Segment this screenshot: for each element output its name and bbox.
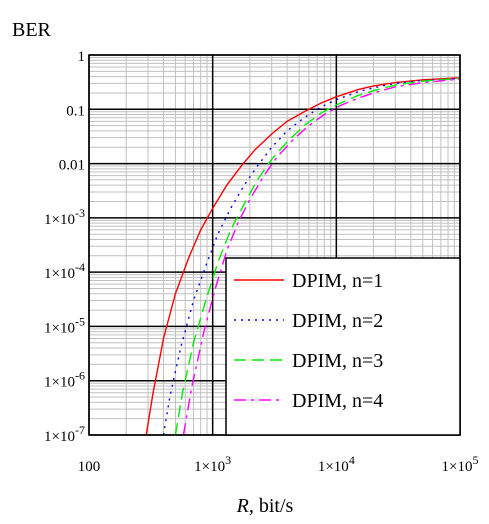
x-tick-label: 100 bbox=[78, 459, 101, 475]
y-tick-label: 0.01 bbox=[59, 158, 85, 174]
x-tick-label: 1×104 bbox=[318, 453, 355, 475]
chart-title: BER bbox=[12, 19, 52, 41]
y-tick-label: 0.1 bbox=[66, 103, 85, 119]
y-axis-ticks: 1 0.1 0.01 1×10-3 1×10-4 1×10-5 1×10-6 1×10-7 bbox=[44, 49, 85, 445]
series-line-n1 bbox=[145, 77, 460, 435]
series-line-n4 bbox=[182, 78, 460, 435]
legend-label: DPIM, n=1 bbox=[292, 270, 383, 292]
x-tick-label: 1×105 bbox=[442, 453, 479, 475]
y-tick-label: 1×10-3 bbox=[44, 206, 85, 228]
y-tick-label: 1×10-6 bbox=[44, 369, 85, 391]
x-axis-label: R, bit/s bbox=[236, 495, 294, 517]
series-layer bbox=[145, 77, 460, 435]
y-tick-label: 1×10-4 bbox=[44, 260, 85, 282]
y-tick-label: 1×10-7 bbox=[44, 423, 85, 445]
y-tick-label: 1×10-5 bbox=[44, 314, 85, 336]
legend-box bbox=[225, 257, 461, 436]
x-axis-ticks: 100 1×103 1×104 1×105 bbox=[78, 453, 479, 475]
legend-label: DPIM, n=4 bbox=[292, 390, 383, 412]
y-tick-label: 1 bbox=[78, 49, 86, 65]
legend: DPIM, n=1 DPIM, n=2 DPIM, n=3 DPIM, n=4 bbox=[225, 257, 461, 436]
series-line-n3 bbox=[174, 77, 460, 435]
x-tick-label: 1×103 bbox=[194, 453, 231, 475]
legend-label: DPIM, n=2 bbox=[292, 310, 383, 332]
legend-label: DPIM, n=3 bbox=[292, 350, 383, 372]
